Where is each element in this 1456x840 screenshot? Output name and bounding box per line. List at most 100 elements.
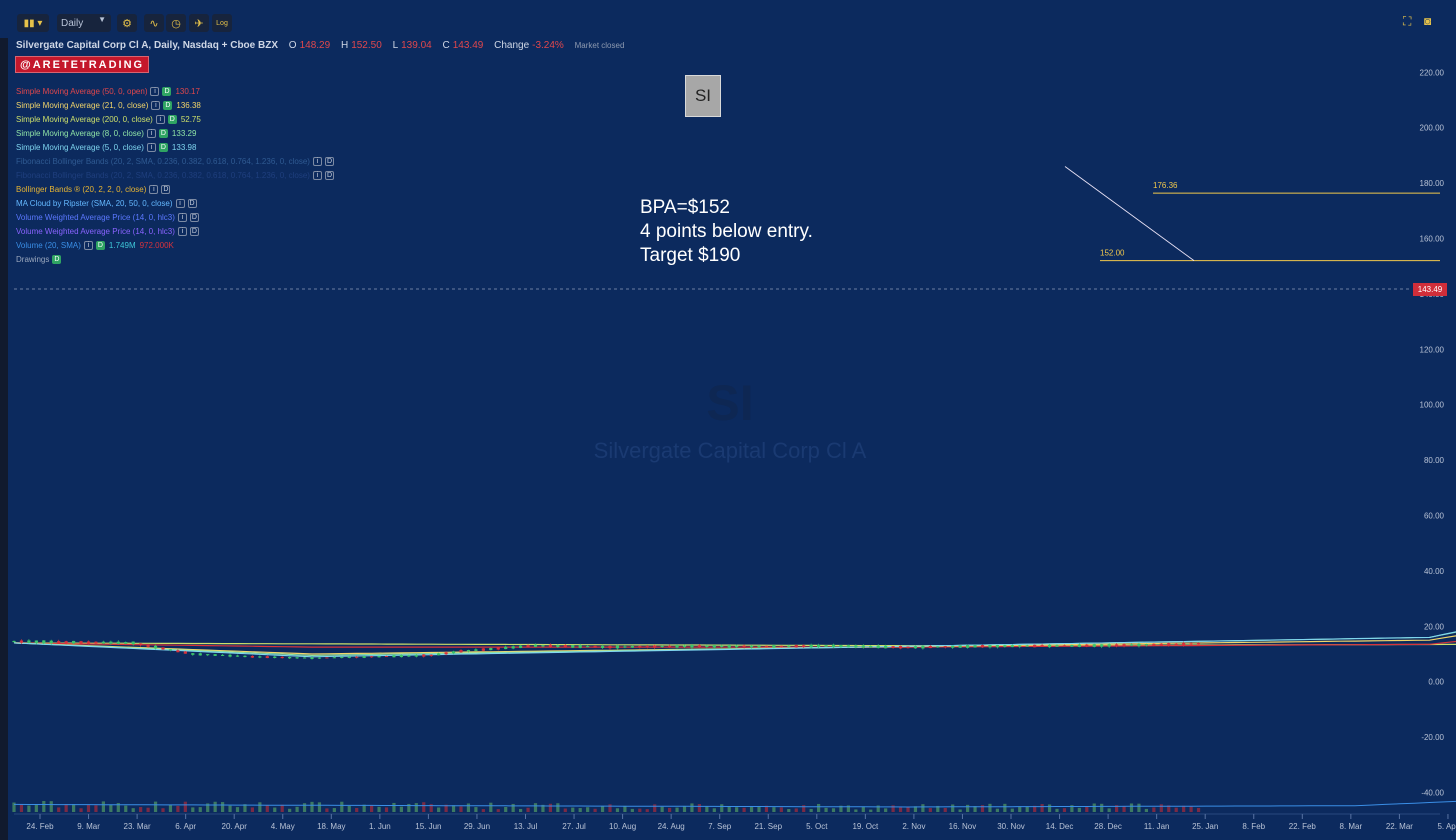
info-icon[interactable]: i (177, 212, 187, 222)
volume-bar (377, 806, 381, 812)
data-window-icon[interactable]: D (158, 128, 168, 138)
indicator-value-2: 972.000K (139, 240, 174, 250)
drawing-tools-button[interactable]: ✈ (189, 14, 209, 32)
indicator-row[interactable]: Simple Moving Average (8, 0, close) i D 133… (16, 126, 334, 140)
level-label: 176.36 (1153, 181, 1178, 190)
volume-bar (966, 804, 970, 812)
info-icon[interactable]: i (312, 170, 322, 180)
indicator-icon: ∿ (149, 17, 159, 30)
data-window-icon[interactable]: D (161, 184, 171, 194)
x-axis[interactable]: 24. Feb 9. Mar 23. Mar 6. Apr 20. Apr 4. May 1… (14, 813, 1456, 831)
data-window-icon[interactable]: D (52, 254, 62, 264)
candle-body (57, 641, 61, 644)
indicator-row[interactable]: Bollinger Bands ® (20, 2, 2, 0, close) i D (16, 182, 334, 196)
volume-bar (34, 804, 38, 812)
volume-bar (399, 806, 403, 812)
info-icon[interactable]: i (312, 156, 322, 166)
candle-body (1159, 643, 1163, 646)
volume-bar (712, 808, 716, 812)
x-tick-label: 2. Nov (902, 822, 925, 831)
candle-body (399, 655, 403, 658)
volume-bar (355, 807, 359, 812)
candle-body (817, 644, 821, 648)
candle-body (1047, 644, 1052, 648)
volume-bar (1182, 805, 1186, 812)
info-icon[interactable]: i (150, 86, 160, 96)
volume-bar (370, 805, 374, 812)
open-value: 148.29 (299, 40, 331, 51)
y-axis[interactable]: 220.00200.00180.00160.00140.00120.00100.… (1420, 68, 1445, 797)
indicator-row[interactable]: Fibonacci Bollinger Bands (20, 2, SMA, 0… (16, 154, 334, 168)
volume-bar (630, 808, 634, 812)
data-window-icon[interactable]: D (163, 100, 173, 110)
candle-body (288, 656, 292, 659)
volume-bar (64, 804, 68, 812)
volume-bar (325, 808, 329, 812)
indicator-row[interactable]: Simple Moving Average (50, 0, open) i D 130… (16, 84, 334, 98)
settings-button[interactable]: ⚙ (117, 14, 137, 32)
info-icon[interactable]: i (177, 226, 187, 236)
symbol-legend: Silvergate Capital Corp Cl A, Daily, Nas… (16, 40, 624, 51)
info-icon[interactable]: i (155, 114, 165, 124)
interval-select[interactable]: Daily ▼ (57, 14, 111, 32)
volume-bar (109, 804, 113, 812)
candle-body (392, 655, 396, 658)
volume-bar (1152, 807, 1156, 812)
data-window-icon[interactable]: D (324, 170, 334, 180)
indicator-row[interactable]: Simple Moving Average (200, 0, close) i D 5… (16, 112, 334, 126)
indicator-row[interactable]: Simple Moving Average (5, 0, close) i D 133… (16, 140, 334, 154)
trendline[interactable] (1064, 166, 1195, 262)
fullscreen-icon[interactable]: ⛶ (1403, 14, 1412, 28)
note-line-bpa: BPA=$152 (640, 197, 730, 218)
candle-body (384, 656, 389, 658)
indicator-name: Drawings (16, 254, 50, 264)
indicator-row[interactable]: Volume Weighted Average Price (14, 0, hl… (16, 210, 334, 224)
volume-bar (1174, 807, 1178, 812)
volume-bar (705, 806, 709, 812)
candle-body (79, 641, 83, 644)
info-icon[interactable]: i (149, 184, 159, 194)
data-window-icon[interactable]: D (187, 198, 197, 208)
change-label: Change (494, 40, 530, 51)
volume-bar (1025, 806, 1029, 812)
y-tick-label: 220.00 (1420, 68, 1445, 77)
indicators-button[interactable]: ∿ (144, 14, 164, 32)
info-icon[interactable]: i (83, 240, 93, 250)
candle-body (273, 656, 277, 658)
indicator-row[interactable]: Volume Weighted Average Price (14, 0, hl… (16, 224, 334, 238)
volume-bar (466, 803, 471, 812)
info-icon[interactable]: i (175, 198, 185, 208)
volume-bar (317, 802, 322, 812)
replay-button[interactable]: ◷ (166, 14, 186, 32)
data-window-icon[interactable]: D (189, 226, 199, 236)
data-window-icon[interactable]: D (324, 156, 334, 166)
drawings[interactable]: 176.36 152.00 (1064, 166, 1440, 262)
indicator-row[interactable]: Fibonacci Bollinger Bands (20, 2, SMA, 0… (16, 168, 334, 182)
log-scale-button[interactable]: Log (212, 14, 232, 32)
data-window-icon[interactable]: D (95, 240, 105, 250)
volume-bar (459, 806, 463, 812)
note-line-entry: 4 points below entry. (640, 221, 813, 242)
info-icon[interactable]: i (146, 142, 156, 152)
data-window-icon[interactable]: D (162, 86, 172, 96)
volume-bar (511, 803, 515, 812)
info-icon[interactable]: i (151, 100, 161, 110)
indicator-row[interactable]: Simple Moving Average (21, 0, close) i D 13… (16, 98, 334, 112)
indicator-row[interactable]: Drawings D (16, 252, 334, 266)
volume-bar (548, 803, 552, 812)
volume-bar (533, 803, 538, 812)
volume-bar (101, 801, 105, 812)
data-window-icon[interactable]: D (167, 114, 177, 124)
y-tick-label: 20.00 (1424, 622, 1445, 631)
camera-icon[interactable]: ◙ (1424, 14, 1432, 28)
volume-bar (653, 804, 657, 812)
data-window-icon[interactable]: D (158, 142, 168, 152)
candle-body (541, 645, 545, 647)
candle-body (735, 645, 739, 648)
indicator-row[interactable]: Volume (20, SMA) i D 1.749M 972.000K (16, 238, 334, 252)
chart-style-button[interactable]: ▮▮ ▾ (17, 14, 49, 32)
indicator-row[interactable]: MA Cloud by Ripster (SMA, 20, 50, 0, clo… (16, 196, 334, 210)
info-icon[interactable]: i (146, 128, 156, 138)
data-window-icon[interactable]: D (189, 212, 199, 222)
